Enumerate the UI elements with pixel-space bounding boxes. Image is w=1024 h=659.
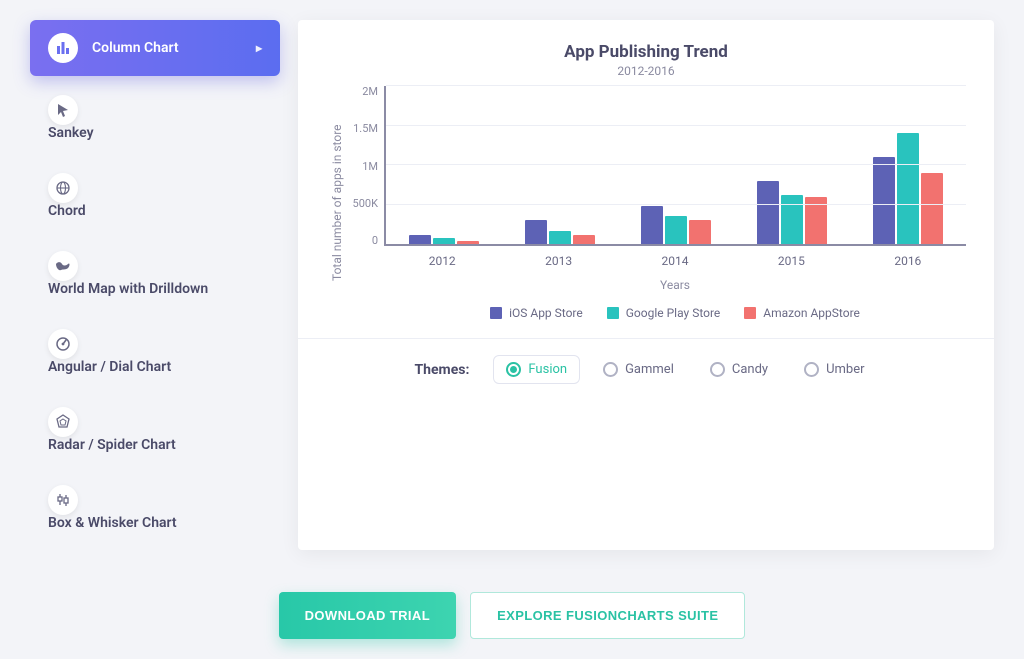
bar-group [386, 86, 502, 244]
theme-option-umber[interactable]: Umber [791, 355, 877, 384]
sidebar-item-label: Angular / Dial Chart [48, 359, 171, 375]
y-tick: 1M [362, 161, 378, 172]
chart-title: App Publishing Trend [326, 42, 966, 62]
bar [689, 220, 711, 244]
legend-item[interactable]: Google Play Store [607, 306, 721, 320]
theme-option-label: Umber [826, 362, 864, 377]
bars-icon [48, 33, 78, 63]
theme-option-label: Candy [732, 362, 768, 377]
sidebar-item-box-whisker-chart[interactable]: Box & Whisker Chart [30, 472, 280, 544]
bar [409, 235, 431, 244]
bar [573, 235, 595, 244]
cursor-icon [48, 95, 78, 125]
themes-row: Themes: Fusion Gammel Candy Umber [326, 355, 966, 384]
sidebar-item-world-map-with-drilldown[interactable]: World Map with Drilldown [30, 238, 280, 310]
gridline [386, 125, 966, 126]
bar [433, 238, 455, 244]
sidebar-item-label: Chord [48, 203, 86, 219]
x-tick: 2012 [384, 246, 500, 268]
sidebar-item-chord[interactable]: Chord [30, 160, 280, 232]
download-trial-button[interactable]: DOWNLOAD TRIAL [279, 592, 456, 639]
sidebar-item-column-chart[interactable]: Column Chart ▸ [30, 20, 280, 76]
radar-icon [48, 407, 78, 437]
gridline [386, 204, 966, 205]
bar [921, 173, 943, 244]
themes-label: Themes: [414, 362, 469, 378]
bar [641, 206, 663, 244]
bar [781, 195, 803, 244]
x-axis-ticks: 20122013201420152016 [384, 246, 966, 268]
sidebar-item-label: Sankey [48, 125, 94, 141]
bar [665, 216, 687, 244]
chart-subtitle: 2012-2016 [326, 64, 966, 78]
legend-swatch [744, 307, 756, 319]
sidebar-item-label: Radar / Spider Chart [48, 437, 176, 453]
y-axis-label: Total number of apps in store [326, 86, 344, 320]
sidebar-item-label: World Map with Drilldown [48, 281, 208, 297]
gauge-icon [48, 329, 78, 359]
bar-group [850, 86, 966, 244]
legend-label: Google Play Store [626, 306, 721, 320]
y-tick: 2M [362, 86, 378, 97]
x-tick: 2014 [617, 246, 733, 268]
chart-legend: iOS App Store Google Play Store Amazon App… [384, 306, 966, 320]
radio-icon [506, 362, 521, 377]
y-tick: 500K [353, 198, 378, 209]
explore-suite-button[interactable]: EXPLORE FUSIONCHARTS SUITE [470, 592, 745, 639]
theme-option-label: Gammel [625, 362, 674, 377]
sidebar-item-label: Column Chart [92, 40, 179, 56]
theme-option-label: Fusion [528, 362, 567, 377]
radio-icon [804, 362, 819, 377]
chart-type-sidebar: Column Chart ▸ Sankey Chord World Map with D… [30, 20, 280, 550]
sidebar-item-angular-dial-chart[interactable]: Angular / Dial Chart [30, 316, 280, 388]
divider [298, 338, 994, 339]
legend-item[interactable]: Amazon AppStore [744, 306, 860, 320]
radio-icon [603, 362, 618, 377]
x-axis-label: Years [384, 278, 966, 292]
legend-label: Amazon AppStore [763, 306, 860, 320]
chart-card: App Publishing Trend 2012-2016 Total num… [298, 20, 994, 550]
bar [757, 181, 779, 244]
chevron-right-icon: ▸ [256, 41, 262, 55]
sidebar-item-radar-spider-chart[interactable]: Radar / Spider Chart [30, 394, 280, 466]
y-tick: 1.5M [353, 123, 378, 134]
cta-row: DOWNLOAD TRIAL EXPLORE FUSIONCHARTS SUIT… [30, 592, 994, 639]
box-icon [48, 485, 78, 515]
legend-swatch [490, 307, 502, 319]
bar [457, 241, 479, 244]
radio-icon [710, 362, 725, 377]
bar-group [502, 86, 618, 244]
gridline [386, 85, 966, 86]
theme-option-candy[interactable]: Candy [697, 355, 781, 384]
x-tick: 2016 [850, 246, 966, 268]
x-tick: 2013 [500, 246, 616, 268]
legend-swatch [607, 307, 619, 319]
bar-group [618, 86, 734, 244]
theme-option-fusion[interactable]: Fusion [493, 355, 580, 384]
plot-area [384, 86, 966, 246]
y-axis-ticks: 2M 1.5M 1M 500K 0 [344, 86, 384, 246]
legend-item[interactable]: iOS App Store [490, 306, 583, 320]
bar [897, 133, 919, 244]
x-tick: 2015 [733, 246, 849, 268]
sidebar-item-label: Box & Whisker Chart [48, 515, 177, 531]
bar-group [734, 86, 850, 244]
y-tick: 0 [372, 235, 378, 246]
bar [873, 157, 895, 244]
sidebar-item-sankey[interactable]: Sankey [30, 82, 280, 154]
bar [549, 231, 571, 244]
gridline [386, 164, 966, 165]
theme-option-gammel[interactable]: Gammel [590, 355, 687, 384]
globe-icon [48, 173, 78, 203]
legend-label: iOS App Store [509, 306, 583, 320]
map-icon [48, 251, 78, 281]
bar [525, 220, 547, 244]
